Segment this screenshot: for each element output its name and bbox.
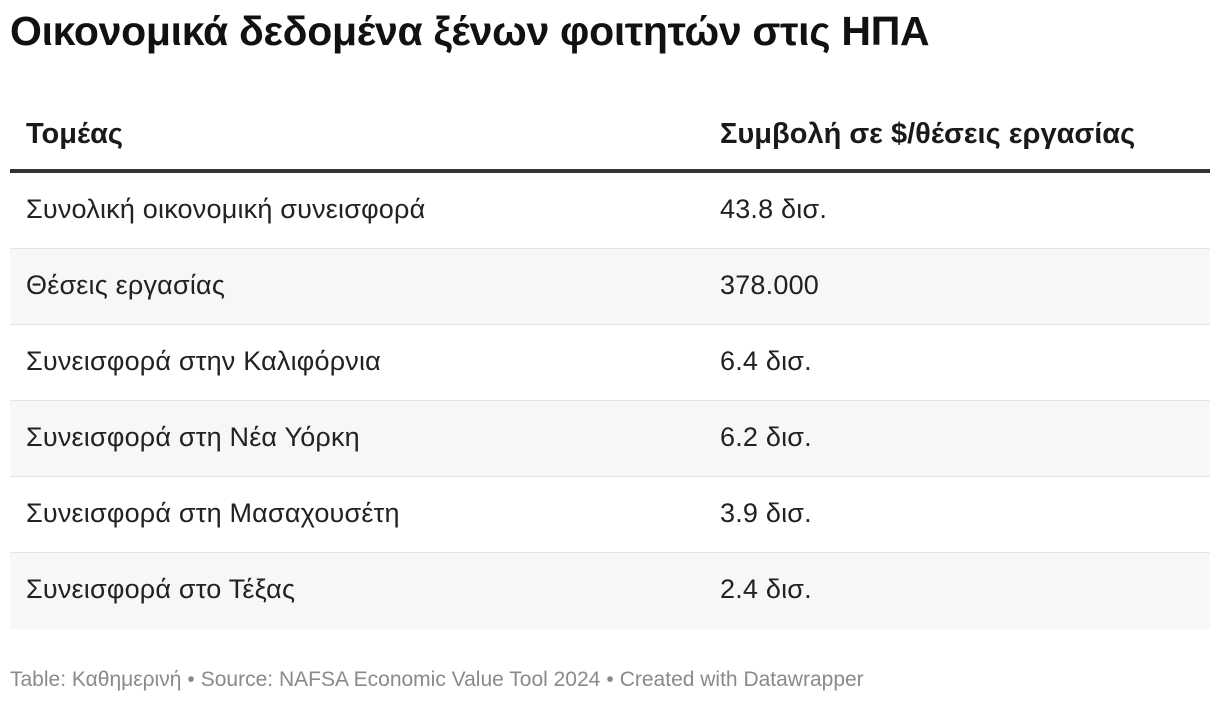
table-row: Συνεισφορά στη Μασαχουσέτη 3.9 δισ. — [10, 477, 1210, 553]
column-header-contribution[interactable]: Συμβολή σε $/θέσεις εργασίας — [720, 118, 1136, 150]
table-row: Θέσεις εργασίας 378.000 — [10, 249, 1210, 325]
table-row: Συνεισφορά στην Καλιφόρνια 6.4 δισ. — [10, 325, 1210, 401]
data-table: Τομέας Συμβολή σε $/θέσεις εργασίας Συνο… — [10, 98, 1210, 629]
row-sector-cell: Συνολική οικονομική συνεισφορά — [26, 194, 426, 224]
table-row: Συνολική οικονομική συνεισφορά 43.8 δισ. — [10, 173, 1210, 249]
row-sector-cell: Συνεισφορά στη Μασαχουσέτη — [26, 498, 400, 528]
row-value-cell: 43.8 δισ. — [720, 194, 828, 224]
source-note: Source: NAFSA Economic Value Tool 2024 — [200, 668, 601, 691]
chart-title: Οικονομικά δεδομένα ξένων φοιτητών στις … — [10, 8, 930, 54]
table-row: Συνεισφορά στο Τέξας 2.4 δισ. — [10, 553, 1210, 629]
footer-separator: • — [606, 668, 614, 691]
row-sector-cell: Συνεισφορά στη Νέα Υόρκη — [26, 422, 360, 452]
table-credit: Table: Καθημερινή — [10, 668, 182, 691]
row-value-cell: 6.2 δισ. — [720, 422, 812, 452]
column-header-sector[interactable]: Τομέας — [26, 118, 124, 150]
row-sector-cell: Θέσεις εργασίας — [26, 270, 226, 300]
footer-separator: • — [187, 668, 195, 691]
row-value-cell: 6.4 δισ. — [720, 346, 812, 376]
row-sector-cell: Συνεισφορά στο Τέξας — [26, 574, 296, 604]
table-row: Συνεισφορά στη Νέα Υόρκη 6.2 δισ. — [10, 401, 1210, 477]
created-with-link[interactable]: Created with Datawrapper — [619, 668, 864, 691]
row-value-cell: 2.4 δισ. — [720, 574, 812, 604]
row-sector-cell: Συνεισφορά στην Καλιφόρνια — [26, 346, 381, 376]
row-value-cell: 3.9 δισ. — [720, 498, 812, 528]
table-header: Τομέας Συμβολή σε $/θέσεις εργασίας — [10, 98, 1210, 173]
row-value-cell: 378.000 — [720, 270, 819, 300]
chart-footer: Table: Καθημερινή • Source: NAFSA Economic… — [10, 668, 864, 692]
